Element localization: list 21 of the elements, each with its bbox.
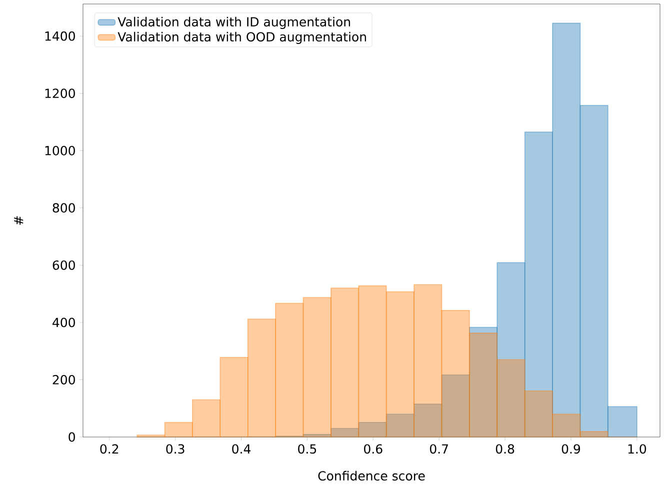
y-tick-label: 600 [52,260,75,270]
y-tick-label: 400 [52,318,75,328]
x-axis-title: Confidence score [318,470,425,481]
x-tick-label: 0.4 [232,444,250,454]
x-tick-label: 1.0 [628,444,646,454]
x-tick-label: 0.2 [100,444,118,454]
y-tick-label: 1200 [45,88,75,98]
x-tick-label: 0.5 [298,444,316,454]
y-tick-label: 0 [68,432,75,442]
legend-label: Validation data with ID augmentation [118,16,350,29]
x-tick-label: 0.7 [430,444,448,454]
y-tick-label: 1400 [45,31,75,41]
x-tick-label: 0.3 [166,444,184,454]
y-tick-label: 800 [52,203,75,213]
y-axis-title: # [14,216,24,225]
x-tick-label: 0.8 [496,444,514,454]
y-tick-label: 200 [52,374,75,384]
y-tick-label: 1000 [45,146,75,156]
legend-label: Validation data with OOD augmentation [118,32,366,44]
x-tick-label: 0.9 [562,444,580,454]
x-tick-label: 0.6 [364,444,382,454]
